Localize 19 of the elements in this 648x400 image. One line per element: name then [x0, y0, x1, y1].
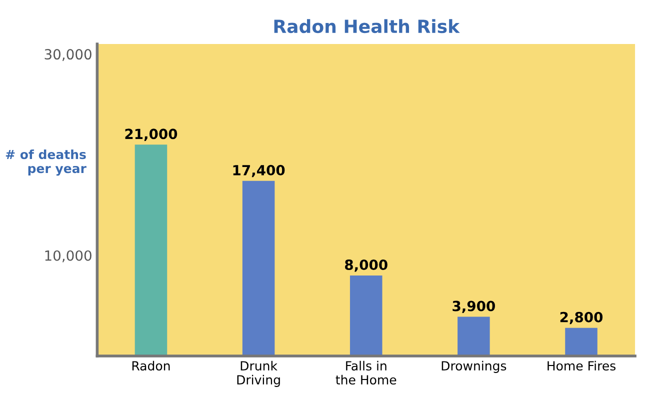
bar	[350, 275, 382, 356]
bar	[565, 328, 598, 356]
chart-title: Radon Health Risk	[274, 19, 460, 34]
x-tick-label: Drunk Driving	[237, 360, 280, 387]
y-axis-title: # of deaths per year	[6, 149, 86, 176]
y-tick-label: 10,000	[45, 250, 92, 262]
x-tick-label: Falls in the Home	[336, 360, 396, 385]
data-label: 17,400	[233, 164, 285, 178]
bar	[242, 180, 275, 356]
data-label: 3,900	[452, 300, 495, 314]
data-label: 2,800	[560, 312, 603, 324]
data-label: 8,000	[345, 260, 388, 272]
y-tick-label: 30,000	[44, 49, 92, 61]
data-label: 21,000	[125, 128, 178, 141]
x-tick-label: Drownings	[442, 360, 506, 373]
bar	[134, 144, 168, 356]
x-tick-label: Home Fires	[548, 360, 616, 371]
x-tick-label: Radon	[132, 360, 170, 371]
bar	[458, 316, 490, 356]
